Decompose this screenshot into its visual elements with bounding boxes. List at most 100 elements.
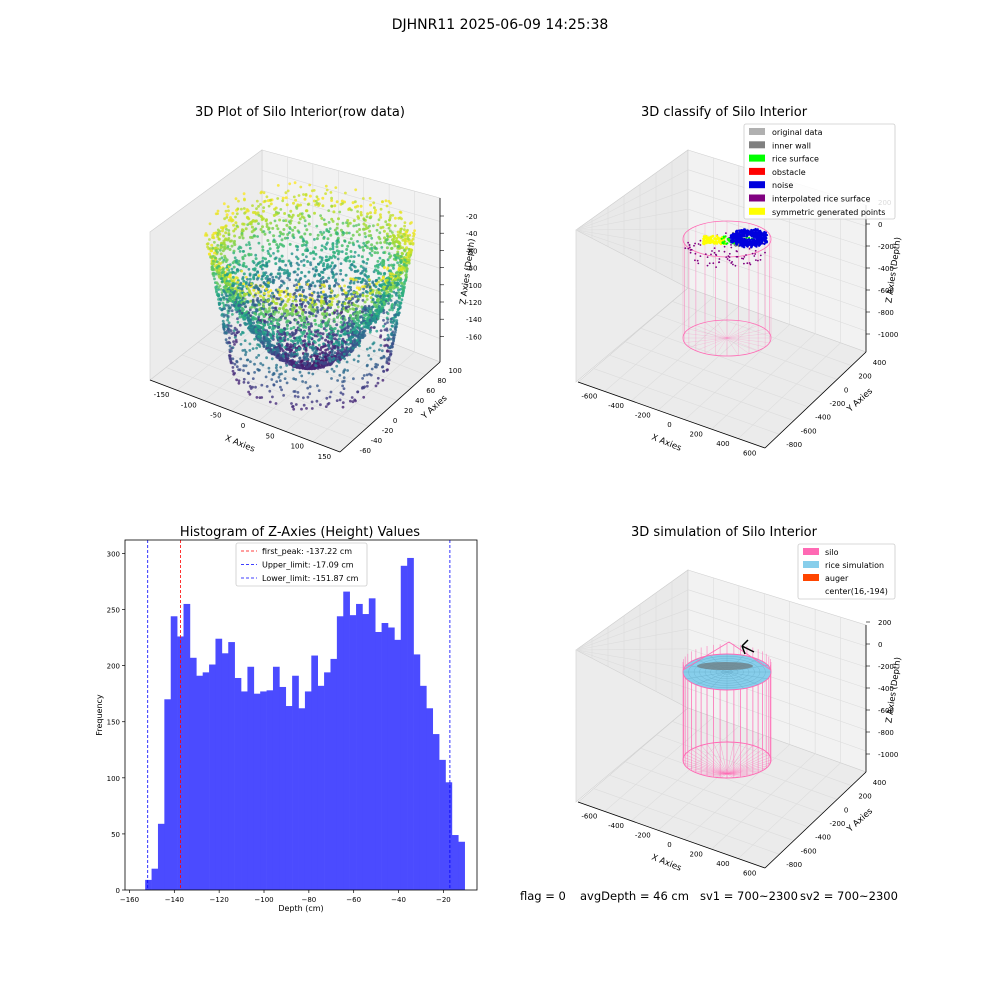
- raw-point: [261, 259, 264, 263]
- raw-point: [232, 265, 236, 269]
- raw-point: [294, 299, 298, 303]
- raw-point: [354, 399, 357, 403]
- raw-point: [352, 291, 356, 294]
- raw-point: [350, 292, 353, 296]
- raw-point: [321, 290, 325, 294]
- raw-point: [288, 182, 292, 186]
- raw-point: [293, 343, 297, 347]
- classify-noise-point: [744, 229, 748, 232]
- classify-interp-point: [725, 232, 727, 235]
- raw-point: [396, 313, 400, 317]
- raw-point: [308, 232, 312, 236]
- raw-point: [228, 354, 232, 358]
- classify-3d-z-tick-label: -800: [878, 309, 894, 317]
- raw-point: [255, 207, 258, 211]
- raw-point: [211, 233, 215, 237]
- raw-point: [383, 236, 386, 240]
- raw-point: [406, 235, 410, 238]
- raw-point: [233, 336, 237, 339]
- raw-point: [276, 330, 280, 333]
- raw-point: [307, 333, 311, 337]
- raw-point: [245, 358, 249, 362]
- raw-point: [279, 354, 283, 358]
- raw-point: [343, 329, 347, 333]
- raw-point: [280, 372, 283, 376]
- raw-point: [257, 241, 261, 245]
- raw-point: [244, 364, 248, 368]
- raw-point: [271, 330, 275, 334]
- raw-point: [362, 374, 366, 377]
- raw-point: [316, 298, 319, 302]
- raw-point: [319, 346, 323, 349]
- raw-point: [270, 357, 274, 361]
- raw-point: [291, 228, 295, 232]
- raw-point: [384, 220, 388, 224]
- raw-point: [256, 270, 259, 273]
- raw-point: [317, 338, 321, 342]
- raw-point: [389, 254, 393, 258]
- classify-symmetric-point: [716, 236, 720, 240]
- raw-point: [246, 300, 250, 303]
- raw-point: [387, 210, 391, 214]
- raw-point: [291, 333, 295, 337]
- classify-3d-grid-z: [687, 268, 867, 332]
- classify-interp-point: [743, 262, 745, 265]
- raw-point: [239, 281, 243, 285]
- raw-point: [251, 211, 255, 214]
- raw-point: [211, 247, 215, 250]
- raw-point: [313, 334, 317, 338]
- raw-point: [389, 320, 393, 323]
- raw-point: [381, 286, 385, 289]
- raw-point: [282, 307, 285, 311]
- raw-point: [227, 209, 230, 213]
- raw-point: [378, 213, 382, 217]
- raw-point: [358, 344, 361, 348]
- raw-point: [241, 222, 245, 226]
- classify-interp-point: [684, 247, 687, 250]
- raw-point: [288, 332, 292, 336]
- raw-point: [380, 288, 384, 292]
- classify-silo-wire: [726, 337, 766, 348]
- raw-point: [303, 274, 307, 278]
- raw-point: [310, 357, 314, 361]
- raw-point: [327, 402, 331, 405]
- raw-point: [272, 295, 276, 299]
- raw-point: [225, 331, 228, 335]
- raw-point: [248, 243, 251, 247]
- classify-interp-point: [725, 256, 728, 258]
- raw-point: [355, 310, 359, 314]
- raw-point: [352, 319, 356, 323]
- raw-point: [217, 264, 221, 268]
- raw-point: [321, 320, 325, 324]
- raw-point: [390, 333, 394, 337]
- raw-point: [324, 192, 327, 196]
- raw-point: [283, 346, 287, 349]
- raw-point: [320, 295, 324, 299]
- raw-point: [305, 357, 309, 361]
- raw-point: [278, 307, 282, 311]
- raw-point: [372, 326, 376, 329]
- raw-point: [300, 285, 304, 289]
- raw-point: [228, 239, 232, 243]
- classify-noise-point: [759, 234, 763, 238]
- raw-point: [332, 346, 336, 350]
- raw-point: [272, 252, 275, 255]
- classify-interp-point: [730, 246, 733, 249]
- raw-point: [340, 199, 344, 203]
- raw-point: [401, 292, 405, 295]
- raw-3d-x-tick-label: 0: [241, 422, 245, 430]
- classify-noise-point: [756, 241, 759, 244]
- raw-point: [372, 224, 375, 228]
- raw-point: [341, 230, 345, 234]
- raw-point: [330, 268, 334, 271]
- raw-point: [351, 297, 355, 300]
- raw-point: [211, 267, 215, 270]
- classify-legend-swatch: [749, 128, 765, 135]
- raw-point: [290, 363, 294, 366]
- raw-point: [335, 323, 339, 327]
- raw-point: [245, 313, 249, 317]
- classify-symmetric-point: [704, 236, 707, 240]
- raw-3d-y-tick-label: -20: [382, 427, 393, 435]
- raw-3d-title: 3D Plot of Silo Interior(row data): [195, 105, 405, 120]
- raw-point: [316, 333, 320, 337]
